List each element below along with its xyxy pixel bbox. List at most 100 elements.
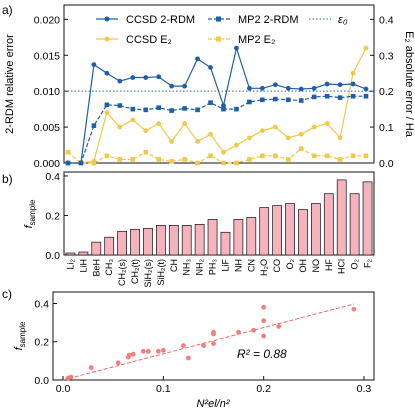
panel-a-y2tick-label: 0.0 <box>379 158 394 170</box>
molecule-label: HCl <box>337 259 347 274</box>
series-point-3 <box>117 157 123 162</box>
molecule-label: SiH₂(t) <box>156 259 166 286</box>
panel-a-frame <box>63 4 375 164</box>
series-point-3 <box>260 153 265 159</box>
scatter-point-2 <box>88 365 94 370</box>
scatter-point-21 <box>261 304 267 310</box>
series-point-2 <box>337 135 343 141</box>
molecule-label: LiH <box>78 259 88 273</box>
series-point-0 <box>246 85 252 91</box>
scatter-point-18 <box>261 333 267 339</box>
series-point-3 <box>285 157 291 162</box>
molecule-label: H₂O <box>259 259 269 276</box>
panel-c-scatter-chart: 0.00.20.40.0 0.1 0.2 0.3 R² = 0.88 fsample … <box>13 291 375 410</box>
bar-18 <box>298 209 308 256</box>
panel-a-y2tick-label: 0.4 <box>379 14 394 26</box>
scatter-point-1 <box>68 374 74 380</box>
panel-a-ylabel: 2-RDM relative error <box>4 34 16 134</box>
series-point-0 <box>104 70 110 76</box>
series-point-0 <box>350 81 356 87</box>
molecule-label: Li₂ <box>65 258 75 269</box>
panel-a-ytick-label: 0.005 <box>34 122 60 134</box>
molecule-label: CO <box>272 259 282 273</box>
series-point-0 <box>208 65 213 70</box>
series-point-1 <box>298 98 304 103</box>
scatter-point-10 <box>160 347 166 353</box>
bar-1 <box>78 251 89 256</box>
series-point-1 <box>311 94 317 100</box>
series-point-3 <box>311 153 317 159</box>
molecule-label: PH₃ <box>208 259 218 276</box>
panel-b-ytick-label: 0.2 <box>45 210 60 222</box>
series-point-0 <box>234 45 239 51</box>
series-point-1 <box>156 105 161 110</box>
series-point-0 <box>156 74 162 80</box>
panel-b-ytick-label: 0.0 <box>45 250 60 262</box>
legend-epsilon: ε₀ <box>338 14 348 26</box>
molecule-label: F₂ <box>363 259 373 268</box>
series-point-0 <box>143 75 149 80</box>
molecule-label: SiH₂(s) <box>143 259 153 288</box>
series-point-1 <box>285 97 291 103</box>
bar-3 <box>104 236 115 256</box>
series-point-3 <box>182 157 187 162</box>
series-point-1 <box>208 100 213 105</box>
scatter-point-5 <box>126 352 132 358</box>
series-point-3 <box>298 146 304 151</box>
series-point-3 <box>234 160 239 166</box>
scatter-point-14 <box>211 341 216 347</box>
scatter-point-17 <box>251 327 257 333</box>
panel-a-ytick-label: 0.010 <box>34 86 60 98</box>
molecule-label: O₂ <box>285 258 295 269</box>
panel-a-y2tick-label: 0.3 <box>379 50 394 62</box>
panel-a-line-chart: 0.000 0.005 0.010 0.015 0.020 0.0 0.1 0.2 0.3 0.4… <box>4 4 415 170</box>
molecule-label: LiF <box>220 259 230 272</box>
panel-c-xtick-label: 0.3 <box>357 383 372 395</box>
bar-0 <box>65 252 76 256</box>
legend-ccsd-e2: CCSD E₂ <box>126 34 172 46</box>
bar-23 <box>362 181 373 256</box>
series-point-1 <box>130 106 136 112</box>
series-point-2 <box>208 131 213 137</box>
molecule-label: NH₂ <box>195 259 205 276</box>
molecule-label: NO <box>311 259 321 273</box>
series-point-0 <box>337 82 343 88</box>
panel-c-label: c) <box>2 287 12 301</box>
series-point-1 <box>324 93 330 99</box>
series-point-2 <box>182 121 188 126</box>
series-point-2 <box>104 110 110 116</box>
bar-13 <box>233 219 244 256</box>
panel-c-xlabel: N²el/n² <box>196 398 229 410</box>
panel-a-ytick-label: 0.015 <box>34 50 60 62</box>
scatter-point-20 <box>261 318 267 324</box>
bar-22 <box>349 193 360 256</box>
fit-line <box>62 303 355 381</box>
bar-21 <box>336 179 347 256</box>
panel-a-y2label: E₂ absolute error / Ha <box>403 31 415 138</box>
series-point-2 <box>311 124 317 130</box>
series-point-3 <box>65 149 71 155</box>
panel-c-xtick-label: 0.1 <box>156 383 171 395</box>
series-point-3 <box>221 160 226 166</box>
panel-c-annotation: R² = 0.88 <box>237 347 287 361</box>
series-point-2 <box>363 45 369 51</box>
series-point-3 <box>273 153 278 159</box>
bar-7 <box>156 225 166 256</box>
series-point-3 <box>143 149 149 155</box>
series-point-1 <box>260 97 265 103</box>
series-point-0 <box>65 160 71 166</box>
series-point-3 <box>208 153 213 159</box>
scatter-point-9 <box>155 348 161 354</box>
panel-c-xtick-label: 0.2 <box>256 383 271 395</box>
series-point-3 <box>104 153 110 159</box>
series-point-3 <box>130 157 136 162</box>
panel-b-ytick-label: 0.4 <box>45 171 60 183</box>
series-point-2 <box>298 131 304 137</box>
scatter-point-8 <box>145 348 151 354</box>
series-point-0 <box>169 83 175 89</box>
series-point-2 <box>117 124 123 130</box>
bar-6 <box>143 227 153 256</box>
bar-20 <box>323 193 334 256</box>
scatter-point-22 <box>351 306 357 312</box>
